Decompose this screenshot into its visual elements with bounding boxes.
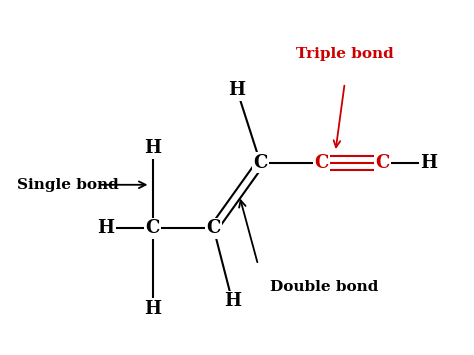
Text: H: H bbox=[97, 219, 114, 237]
Text: C: C bbox=[314, 154, 328, 172]
Text: H: H bbox=[144, 300, 161, 317]
Text: H: H bbox=[224, 292, 241, 310]
Text: C: C bbox=[253, 154, 268, 172]
Text: Single bond: Single bond bbox=[17, 178, 118, 192]
Text: H: H bbox=[144, 140, 161, 157]
Text: H: H bbox=[228, 81, 246, 99]
Text: C: C bbox=[375, 154, 390, 172]
Text: Double bond: Double bond bbox=[270, 280, 378, 294]
Text: Triple bond: Triple bond bbox=[296, 47, 393, 61]
Text: C: C bbox=[206, 219, 221, 237]
Text: H: H bbox=[420, 154, 438, 172]
Text: C: C bbox=[146, 219, 160, 237]
